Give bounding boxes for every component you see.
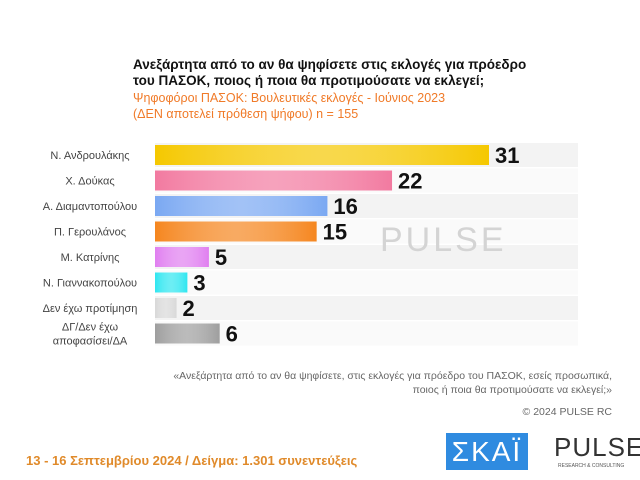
- data-label: 3: [193, 271, 205, 296]
- watermark: PULSE: [380, 221, 507, 259]
- bar-chart: 31 Ν. Ανδρουλάκης 22 Χ. Δούκας 16 Α. Διαμαντο…: [43, 143, 578, 348]
- chart-subtitle-note: (ΔΕΝ αποτελεί πρόθεση ψήφου) n = 155: [133, 107, 359, 121]
- bar-highlight: [155, 323, 220, 344]
- note-line-2: ποιος ή ποια θα προτιμούσατε να εκλεγεί;…: [412, 384, 612, 396]
- bar-highlight: [155, 298, 177, 318]
- note-line-1: «Ανεξάρτητα από το αν θα ψηφίσετε, στις …: [173, 370, 612, 382]
- pulse-logo: PULSE RESEARCH & CONSULTING: [554, 432, 640, 469]
- skai-logo: ΣΚΑΪ: [446, 433, 528, 470]
- category-label: Δεν έχω προτίμηση: [43, 303, 138, 315]
- copyright: © 2024 PULSE RC: [522, 406, 612, 418]
- data-label: 6: [226, 322, 238, 347]
- category-label: Ν. Γιαννακοπούλου: [43, 278, 137, 290]
- footer-fieldwork: 13 - 16 Σεπτεμβρίου 2024 / Δείγμα: 1.301…: [26, 453, 358, 468]
- data-label: 22: [398, 169, 422, 194]
- category-label: Α. Διαμαντοπούλου: [43, 201, 137, 213]
- row-background: [155, 245, 578, 269]
- category-label: Π. Γερουλάνος: [54, 227, 126, 239]
- chart-subtitle: Ψηφοφόροι ΠΑΣΟΚ: Βουλευτικές εκλογές - Ι…: [133, 91, 446, 105]
- category-label: ΔΓ/Δεν έχω: [62, 322, 119, 334]
- question-note: «Ανεξάρτητα από το αν θα ψηφίσετε, στις …: [173, 369, 612, 397]
- data-label: 5: [215, 245, 227, 270]
- bar-highlight: [155, 170, 393, 191]
- bar-highlight: [155, 221, 317, 242]
- category-label: Ν. Ανδρουλάκης: [50, 150, 129, 162]
- bar-highlight: [155, 272, 188, 293]
- category-label: αποφασίσει/ΔΑ: [53, 336, 128, 348]
- bar-highlight: [155, 145, 489, 165]
- data-label: 15: [323, 220, 347, 245]
- chart-title: Ανεξάρτητα από το αν θα ψηφίσετε στις εκ…: [133, 57, 527, 88]
- data-label: 31: [495, 143, 519, 168]
- row-background: [155, 296, 578, 320]
- row-background: [155, 321, 578, 346]
- category-label: Μ. Κατρίνης: [61, 252, 120, 264]
- data-label: 16: [333, 194, 357, 219]
- bar-highlight: [155, 247, 209, 267]
- row-background: [155, 270, 578, 295]
- bar-highlight: [155, 196, 328, 216]
- category-label: Χ. Δούκας: [65, 176, 114, 188]
- data-label: 2: [183, 296, 195, 321]
